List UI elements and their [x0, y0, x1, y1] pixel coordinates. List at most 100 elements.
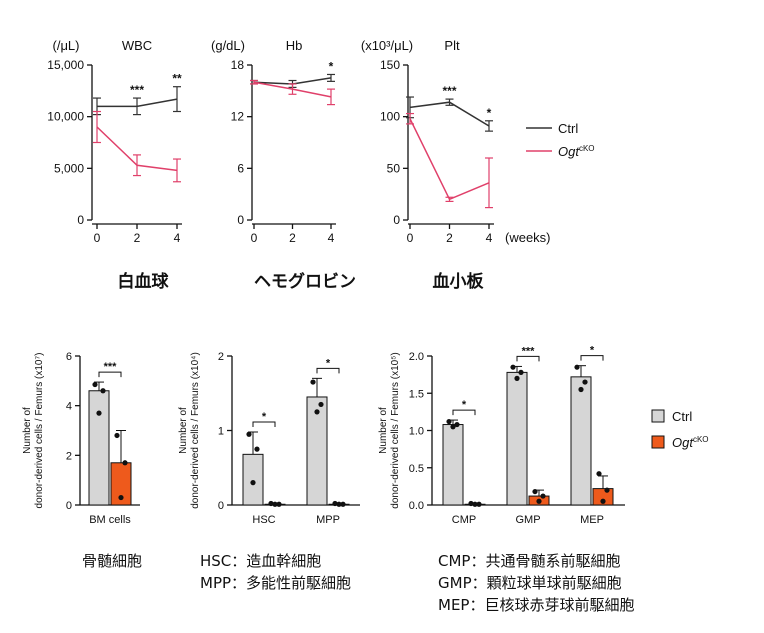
bar-ctrl: [506, 371, 528, 506]
unit-label: (x10³/μL): [361, 38, 413, 53]
x-tick-label: MEP: [580, 514, 604, 526]
x-tick-label: 2: [289, 231, 296, 245]
bar-ctrl: [88, 390, 110, 506]
bar-legend-ctrl-label: Ctrl: [672, 409, 692, 424]
chart-bm: 0 2 4 6 Number ofdonor-derived cells / Femur…: [22, 351, 142, 570]
caption: 血小板: [433, 271, 485, 292]
chart-title: WBC: [122, 38, 152, 53]
x-tick-label: CMP: [452, 514, 476, 526]
y-tick-label: 1.0: [409, 426, 424, 438]
data-point: [114, 432, 120, 439]
significance-label: ***: [104, 361, 118, 373]
x-tick-label: 2: [134, 231, 141, 245]
chart-hb: 0 6 12 18 0 2 4 Hb (g/dL) * ヘモグロビン: [211, 38, 356, 292]
chart-cmp: 0.0 0.5 1.0 1.5 2.0 Number ofdonor-derived ce…: [378, 345, 634, 614]
series-line-ko: [409, 118, 490, 201]
data-point: [514, 375, 520, 381]
data-point: [100, 388, 106, 394]
bar-ctrl: [442, 424, 464, 506]
unit-label: (/μL): [53, 38, 80, 53]
y-tick-label: 0: [218, 500, 224, 512]
y-tick-label: 0: [77, 213, 84, 227]
y-tick-label: 0: [66, 500, 72, 512]
data-point: [600, 498, 606, 504]
y-tick-label: 0.0: [409, 500, 424, 512]
y-tick-label: 10,000: [47, 110, 84, 124]
significance-label: *: [329, 59, 334, 73]
significance-label: ***: [522, 345, 536, 357]
data-point: [468, 500, 474, 507]
x-tick-label: MPP: [316, 514, 340, 526]
caption-line: MPP：多能性前駆細胞: [200, 574, 351, 592]
significance-label: *: [487, 106, 492, 120]
y-tick-label: 0: [237, 213, 244, 227]
unit-label: (g/dL): [211, 38, 245, 53]
y-axis-label: Number ofdonor-derived cells / Femurs (x…: [178, 352, 201, 509]
y-tick-label: 12: [231, 110, 245, 124]
significance-label: *: [462, 399, 467, 411]
x-tick-label: 0: [251, 231, 258, 245]
caption-line: HSC：造血幹細胞: [200, 552, 321, 570]
chart-hsc: 0 1 2 Number ofdonor-derived cells / Femurs…: [178, 351, 360, 592]
significance-label: *: [326, 357, 331, 369]
data-point: [518, 369, 524, 375]
caption-line: 骨髄細胞: [82, 552, 142, 570]
data-point: [314, 409, 320, 415]
data-point: [476, 501, 482, 507]
data-point: [472, 501, 478, 507]
y-tick-label: 6: [237, 161, 244, 175]
x-unit-label: (weeks): [505, 230, 551, 245]
caption: ヘモグロビン: [254, 271, 356, 292]
x-tick-label: 2: [446, 231, 453, 245]
data-point: [340, 501, 346, 507]
chart-title: Plt: [444, 38, 460, 53]
data-point: [122, 460, 128, 466]
data-point: [276, 501, 282, 507]
caption-line: MEP：巨核球赤芽球前駆細胞: [438, 596, 634, 614]
data-point: [596, 471, 602, 477]
significance-bracket: [252, 421, 276, 427]
y-tick-label: 5,000: [54, 161, 84, 175]
data-point: [540, 493, 546, 499]
data-point: [574, 364, 580, 370]
significance-bracket: [98, 371, 122, 378]
y-tick-label: 1.5: [409, 388, 424, 400]
y-tick-label: 1: [218, 426, 224, 438]
significance-label: *: [590, 345, 595, 357]
y-tick-label: 150: [380, 58, 400, 72]
data-point: [250, 480, 256, 486]
x-tick-label: BM cells: [89, 514, 131, 526]
data-point: [446, 418, 452, 425]
x-tick-label: 0: [94, 231, 101, 245]
data-point: [272, 501, 278, 507]
y-tick-label: 0.5: [409, 463, 424, 475]
chart-title: Hb: [286, 38, 303, 53]
x-tick-label: 4: [328, 231, 335, 245]
x-tick-label: GMP: [515, 514, 540, 526]
y-tick-label: 2: [218, 351, 224, 363]
data-point: [246, 431, 252, 437]
data-point: [578, 386, 584, 393]
significance-label: ***: [130, 83, 144, 97]
data-point: [336, 501, 342, 507]
data-point: [454, 421, 460, 428]
y-tick-label: 6: [66, 351, 72, 363]
y-tick-label: 100: [380, 110, 400, 124]
data-point: [450, 424, 456, 430]
x-tick-label: 4: [486, 231, 493, 245]
legend-ko-label: OgtcKO: [558, 144, 595, 159]
y-tick-label: 18: [231, 58, 245, 72]
significance-bracket: [580, 355, 604, 361]
significance-label: *: [262, 411, 267, 423]
y-axis-label: Number ofdonor-derived cells / Femurs (x…: [22, 353, 45, 509]
significance-bracket: [516, 355, 540, 362]
data-point: [536, 498, 542, 504]
significance-bracket: [316, 367, 340, 374]
x-tick-label: HSC: [252, 514, 275, 526]
caption-line: CMP：共通骨髄系前駆細胞: [438, 552, 620, 570]
legend-ctrl-label: Ctrl: [558, 121, 578, 136]
legend-ctrl-swatch: [651, 409, 665, 423]
data-point: [96, 410, 102, 416]
